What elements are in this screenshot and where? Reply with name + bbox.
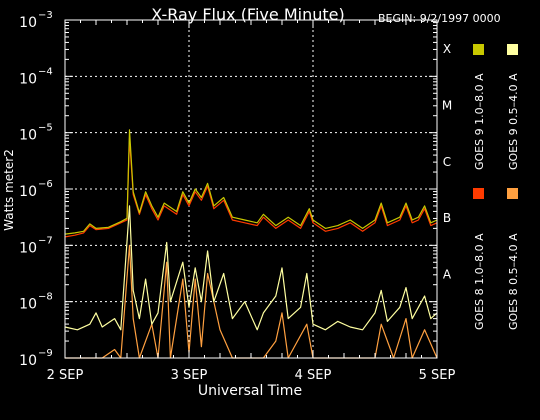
y-tick-base: 10 [19, 128, 37, 144]
grid-lines [65, 20, 437, 358]
flare-class-labels: A B C M X [442, 42, 452, 281]
legend-swatch [507, 44, 518, 55]
y-tick-exponent: −7 [38, 235, 53, 246]
legend-swatch [473, 44, 484, 55]
begin-label: BEGIN: 9/2/1997 0000 [378, 12, 501, 25]
flare-class-A: A [443, 268, 452, 282]
flare-class-X: X [443, 42, 451, 56]
x-tick-labels: 2 SEP 3 SEP 4 SEP 5 SEP [47, 368, 456, 383]
x-tick-label: 3 SEP [171, 368, 208, 383]
y-tick-base: 10 [19, 353, 37, 369]
x-axis-label: Universal Time [198, 383, 302, 399]
series-line-2 [65, 244, 438, 359]
legend-label: GOES 8 0.5–4.0 A [507, 233, 520, 330]
legend-swatch [507, 188, 518, 199]
legend-swatch [473, 188, 484, 199]
y-tick-base: 10 [19, 240, 37, 256]
flare-class-B: B [443, 211, 451, 225]
plot-frame [64, 19, 438, 359]
y-tick-labels: 10−910−810−710−610−510−410−3 [19, 10, 53, 369]
y-tick-label: 10 −8 [19, 292, 53, 313]
y-axis-label: Watts meter2 [2, 149, 16, 231]
series-line-3 [64, 129, 438, 235]
series-layer [64, 129, 438, 359]
flare-class-C: C [443, 155, 451, 169]
x-tick-label: 5 SEP [419, 368, 456, 383]
chart-title: X-Ray Flux (Five Minute) [151, 5, 344, 24]
legend: GOES 9 1.0–8.0 A GOES 8 1.0–8.0 A GOES 9 0… [473, 44, 520, 330]
y-tick-base: 10 [19, 184, 37, 200]
y-tick-label: 10 −5 [19, 123, 53, 144]
y-tick-exponent: −9 [38, 348, 53, 359]
y-tick-base: 10 [19, 15, 37, 31]
y-tick-exponent: −4 [38, 66, 53, 77]
y-tick-label: 10 −4 [19, 66, 53, 87]
legend-label: GOES 9 1.0–8.0 A [473, 73, 486, 170]
y-tick-label: 10 −3 [19, 10, 53, 31]
y-tick-label: 10 −9 [19, 348, 53, 369]
y-tick-label: 10 −7 [19, 235, 53, 256]
flare-class-M: M [442, 99, 452, 113]
y-tick-label: 10 −6 [19, 179, 53, 200]
legend-label: GOES 9 0.5–4.0 A [507, 73, 520, 170]
y-tick-exponent: −8 [38, 292, 53, 303]
y-tick-base: 10 [19, 71, 37, 87]
y-tick-exponent: −5 [38, 123, 53, 134]
y-tick-base: 10 [19, 297, 37, 313]
x-tick-label: 2 SEP [47, 368, 84, 383]
y-tick-exponent: −6 [38, 179, 53, 190]
x-tick-label: 4 SEP [295, 368, 332, 383]
series-line-4 [64, 205, 438, 331]
legend-label: GOES 8 1.0–8.0 A [473, 233, 486, 330]
y-tick-exponent: −3 [38, 10, 53, 21]
